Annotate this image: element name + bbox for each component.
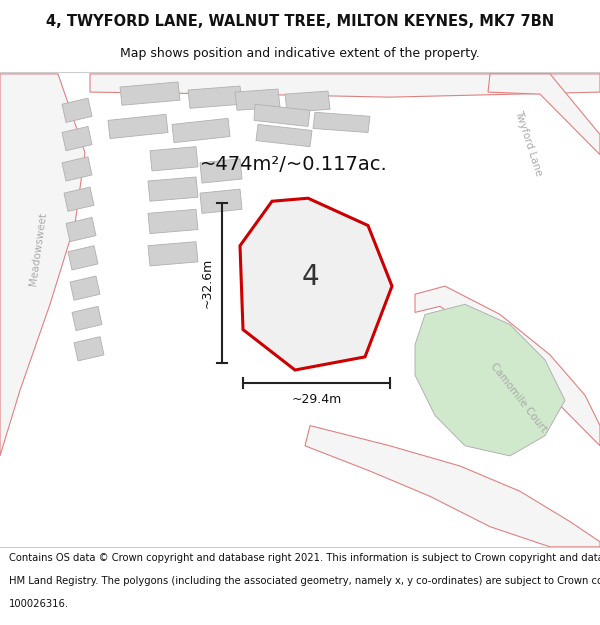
- Polygon shape: [150, 147, 198, 171]
- Polygon shape: [64, 187, 94, 211]
- Polygon shape: [200, 189, 242, 213]
- Polygon shape: [66, 217, 96, 242]
- Text: Contains OS data © Crown copyright and database right 2021. This information is : Contains OS data © Crown copyright and d…: [9, 552, 600, 562]
- Polygon shape: [235, 89, 280, 110]
- Text: ~29.4m: ~29.4m: [292, 393, 341, 406]
- Polygon shape: [415, 304, 565, 456]
- Text: ~474m²/~0.117ac.: ~474m²/~0.117ac.: [200, 156, 388, 174]
- Text: Map shows position and indicative extent of the property.: Map shows position and indicative extent…: [120, 48, 480, 61]
- Polygon shape: [74, 337, 104, 361]
- Polygon shape: [254, 104, 310, 126]
- Polygon shape: [70, 276, 100, 300]
- Polygon shape: [200, 159, 242, 183]
- Polygon shape: [108, 114, 168, 139]
- Text: 4: 4: [302, 262, 319, 291]
- Polygon shape: [285, 91, 330, 112]
- Text: HM Land Registry. The polygons (including the associated geometry, namely x, y c: HM Land Registry. The polygons (includin…: [9, 576, 600, 586]
- Polygon shape: [148, 209, 198, 234]
- Text: Meadowsweet: Meadowsweet: [28, 211, 48, 286]
- Polygon shape: [68, 246, 98, 270]
- Polygon shape: [62, 126, 92, 151]
- Polygon shape: [172, 118, 230, 142]
- Polygon shape: [62, 157, 92, 181]
- Polygon shape: [256, 124, 312, 147]
- Polygon shape: [0, 74, 85, 456]
- Polygon shape: [188, 86, 242, 108]
- Polygon shape: [488, 74, 600, 155]
- Polygon shape: [305, 426, 600, 547]
- Text: Camomile Court: Camomile Court: [488, 361, 548, 434]
- Text: ~32.6m: ~32.6m: [201, 258, 214, 308]
- Polygon shape: [240, 198, 392, 370]
- Polygon shape: [72, 306, 102, 331]
- Text: Twyford Lane: Twyford Lane: [512, 109, 544, 177]
- Text: 100026316.: 100026316.: [9, 599, 69, 609]
- Polygon shape: [313, 112, 370, 132]
- Polygon shape: [62, 98, 92, 122]
- Polygon shape: [148, 242, 198, 266]
- Polygon shape: [90, 74, 600, 97]
- Polygon shape: [120, 82, 180, 105]
- Polygon shape: [415, 286, 600, 446]
- Text: 4, TWYFORD LANE, WALNUT TREE, MILTON KEYNES, MK7 7BN: 4, TWYFORD LANE, WALNUT TREE, MILTON KEY…: [46, 14, 554, 29]
- Polygon shape: [148, 177, 198, 201]
